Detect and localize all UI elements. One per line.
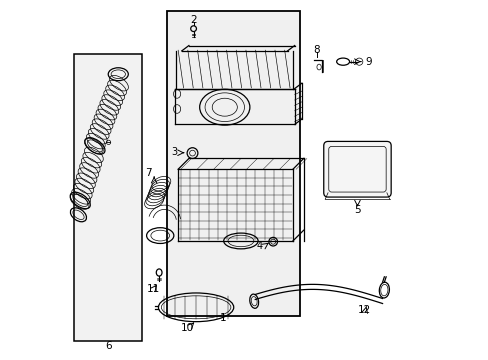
Text: 4: 4 <box>256 241 263 251</box>
Text: 1: 1 <box>219 313 226 323</box>
Text: 3: 3 <box>171 147 177 157</box>
Text: 10: 10 <box>180 323 193 333</box>
Bar <box>167 12 300 316</box>
Text: 6: 6 <box>105 341 111 351</box>
Text: 12: 12 <box>357 305 370 315</box>
Text: 5: 5 <box>353 205 360 215</box>
Text: 9: 9 <box>364 57 371 67</box>
Bar <box>74 54 142 341</box>
Text: 7: 7 <box>145 168 151 178</box>
FancyBboxPatch shape <box>323 141 390 197</box>
Text: 2: 2 <box>190 15 197 26</box>
Text: 11: 11 <box>146 284 160 294</box>
Text: 8: 8 <box>313 45 320 55</box>
